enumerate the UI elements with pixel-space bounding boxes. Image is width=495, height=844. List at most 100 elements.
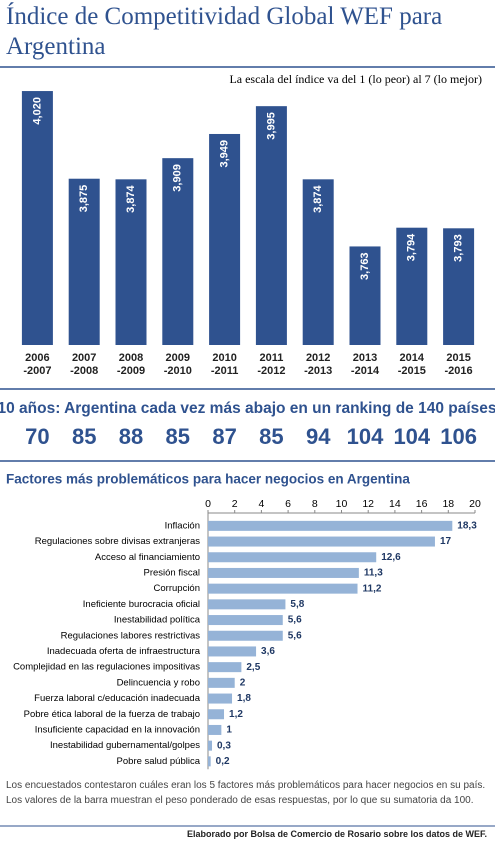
bar: [162, 158, 194, 345]
x-tick-label: 14: [389, 498, 401, 510]
value-label: 11,2: [363, 583, 382, 594]
ranking-value: 94: [306, 424, 331, 449]
y-tick-label: Inflación: [165, 520, 200, 531]
y-tick-label: Regulaciones sobre divisas extranjeras: [35, 536, 201, 547]
bar: [208, 662, 242, 673]
ranking-value: 104: [347, 424, 384, 449]
y-tick-label: Presión fiscal: [144, 567, 201, 578]
bar: [21, 91, 53, 345]
bar: [208, 630, 283, 641]
ranking-value: 85: [72, 424, 96, 449]
x-tick-label: 12: [362, 498, 374, 510]
x-tick-label: 0: [205, 498, 211, 510]
value-label: 11,3: [364, 568, 383, 579]
value-label: 3,875: [78, 185, 90, 213]
y-tick-label: Corrupción: [154, 583, 200, 594]
bar: [68, 178, 100, 345]
x-tick-label: 2: [232, 498, 238, 510]
value-label: 3,874: [125, 184, 137, 212]
bar: [208, 646, 257, 657]
y-tick-label: Pobre ética laboral de la fuerza de trab…: [24, 709, 200, 720]
ranking-value: 104: [393, 424, 430, 449]
value-label: 3,6: [261, 646, 275, 657]
bar: [115, 179, 147, 345]
x-tick-label: 16: [416, 498, 428, 510]
y-tick-label: Pobre salud pública: [117, 756, 201, 767]
y-tick-label: Inestabilidad política: [114, 615, 201, 626]
x-tick-label: 4: [258, 498, 264, 510]
value-label: 1,2: [229, 709, 243, 720]
bar: [208, 724, 222, 735]
y-tick-label: Ineficiente burocracia oficial: [83, 599, 200, 610]
x-tick-label: 2014 -2015: [397, 352, 426, 377]
value-label: 0,2: [216, 756, 230, 767]
y-tick-label: Inestabilidad gubernamental/golpes: [50, 740, 200, 751]
y-tick-label: Fuerza laboral c/educación inadecuada: [34, 693, 201, 704]
x-tick-label: 2007 -2008: [70, 352, 99, 377]
bar: [209, 133, 241, 345]
value-label: 1,8: [237, 693, 251, 704]
subtitle: La escala del índice va del 1 (lo peor) …: [229, 72, 482, 86]
x-tick-label: 20: [469, 498, 481, 510]
value-label: 3,793: [453, 234, 465, 262]
bar: [208, 693, 233, 704]
x-tick-label: 6: [285, 498, 291, 510]
x-tick-label: 2011 -2012: [257, 352, 286, 377]
bar: [208, 583, 358, 594]
value-label: 4,020: [31, 97, 43, 125]
credit: Elaborado por Bolsa de Comercio de Rosar…: [186, 829, 487, 839]
value-label: 1: [226, 725, 232, 736]
bar: [208, 536, 435, 547]
ranking-value: 87: [212, 424, 236, 449]
value-label: 3,909: [172, 164, 184, 192]
chart-title: Factores más problemáticos para hacer ne…: [6, 472, 410, 487]
y-tick-label: Regulaciones labores restrictivas: [61, 630, 201, 641]
y-tick-label: Inadecuada oferta de infraestructura: [47, 646, 201, 657]
value-label: 3,949: [219, 140, 231, 168]
value-label: 2: [240, 677, 246, 688]
bar: [208, 615, 283, 626]
value-label: 5,8: [290, 599, 304, 610]
y-tick-label: Delincuencia y robo: [117, 677, 200, 688]
bar: [443, 228, 475, 345]
value-label: 3,995: [265, 112, 277, 140]
bar: [302, 179, 334, 345]
x-tick-label: 2010 -2011: [210, 352, 239, 377]
value-label: 2,5: [246, 662, 260, 673]
ranking-value: 70: [25, 424, 49, 449]
x-tick-label: 2008 -2009: [116, 352, 146, 377]
value-label: 5,6: [288, 630, 302, 641]
x-tick-label: 18: [442, 498, 454, 510]
x-tick-label: 2012 -2013: [304, 352, 333, 377]
ranking-value: 85: [259, 424, 283, 449]
x-tick-label: 10: [336, 498, 348, 510]
value-label: 3,763: [359, 252, 371, 280]
value-label: 0,3: [217, 740, 231, 751]
bar: [208, 552, 377, 563]
bar: [208, 520, 453, 531]
x-tick-label: 2006 -2007: [23, 352, 52, 377]
bar: [208, 709, 225, 720]
ranking-value: 106: [440, 424, 477, 449]
value-label: 17: [440, 536, 452, 547]
value-label: 3,794: [406, 233, 418, 261]
y-tick-label: Complejidad en las regulaciones impositi…: [13, 662, 200, 673]
value-label: 12,6: [381, 552, 401, 563]
value-label: 3,874: [312, 184, 324, 212]
x-tick-label: 2013 -2014: [350, 352, 380, 377]
bar: [396, 227, 428, 345]
ranking-value: 85: [166, 424, 190, 449]
y-tick-label: Insuficiente capacidad en la innovación: [35, 724, 200, 735]
y-tick-label: Acceso al financiamiento: [95, 552, 200, 563]
value-label: 18,3: [457, 520, 477, 531]
x-tick-label: 8: [312, 498, 318, 510]
x-tick-label: 2015 -2016: [444, 352, 473, 377]
bar: [208, 677, 235, 688]
bar: [349, 246, 381, 345]
x-tick-label: 2009 -2010: [163, 352, 192, 377]
bar: [208, 599, 286, 610]
ranking-value: 88: [119, 424, 143, 449]
bar: [208, 756, 211, 767]
